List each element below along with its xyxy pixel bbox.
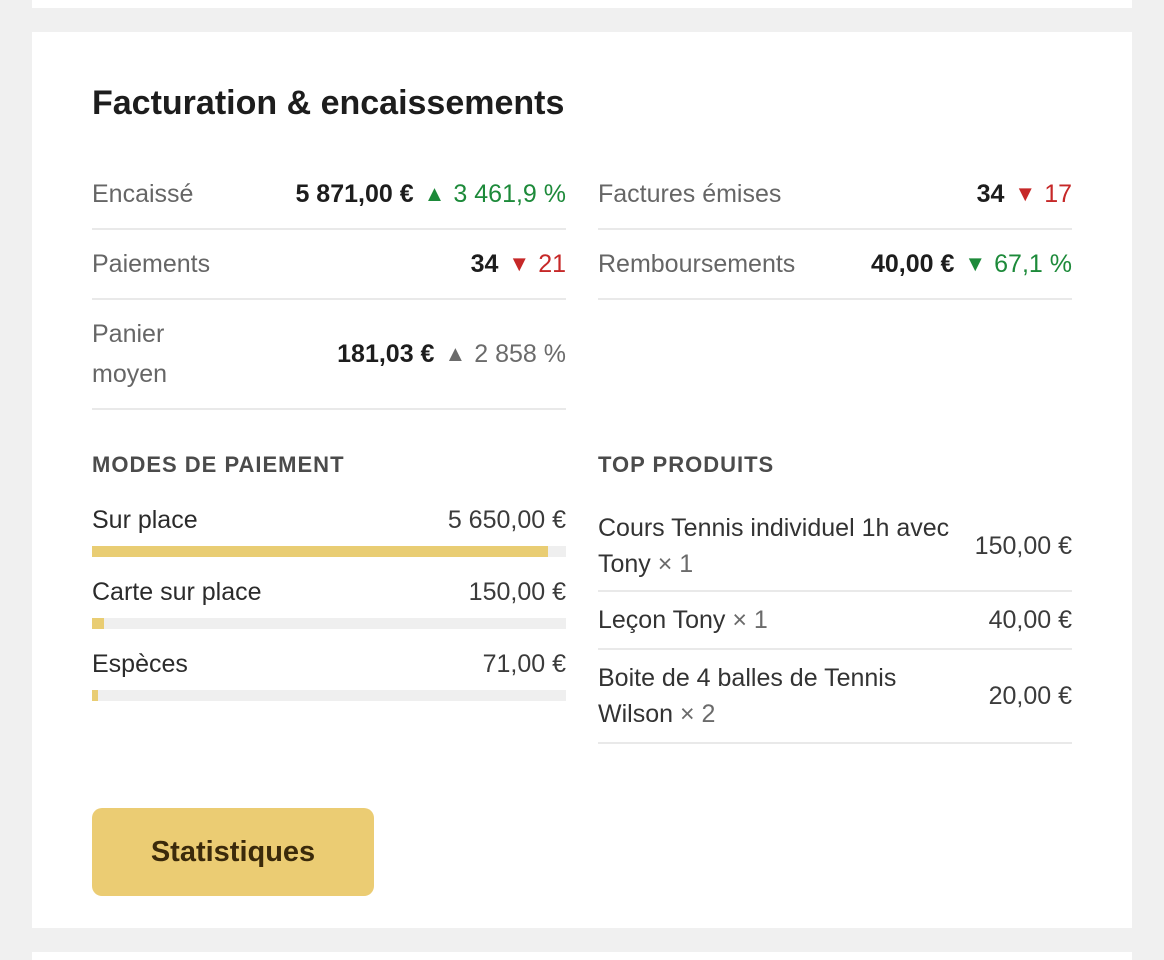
kpi-row-paiements: Paiements 34 ▼ 21 [92,230,566,300]
billing-card: Facturation & encaissements Encaissé 5 8… [32,32,1132,928]
product-quantity: × 2 [679,700,716,728]
payment-mode-amount: 150,00 € [468,578,566,606]
product-quantity: × 1 [657,550,694,578]
kpi-value-group: 40,00 € ▼ 67,1 % [871,250,1072,279]
payment-bar-fill [92,690,98,701]
payment-bar-track [92,546,566,557]
kpi-row-panier-moyen: Panier moyen 181,03 € ▲ 2 858 % [92,300,566,410]
kpi-delta: 21 [538,249,566,278]
kpi-label: Paiements [92,250,211,278]
kpi-label-line: Panier [92,320,165,348]
payment-bar-fill [92,618,105,629]
card-title: Facturation & encaissements [92,84,565,122]
top-products-list: Cours Tennis individuel 1h avec Tony × 1… [598,502,1072,744]
trend-down-icon: ▼ [964,251,987,276]
payment-bar-track [92,618,566,629]
product-name-group: Leçon Tony × 1 [598,602,768,638]
kpi-value-group: 34 ▼ 21 [471,250,566,279]
kpi-label: Panier moyen [92,314,167,394]
kpi-label-line: moyen [92,360,168,388]
next-card [32,952,1132,960]
product-name: Boite de 4 balles de Tennis Wilson [598,664,897,728]
kpi-value: 40,00 € [870,249,955,278]
product-row: Boite de 4 balles de Tennis Wilson × 2 2… [598,650,1072,744]
top-products-title: TOP PRODUITS [598,452,775,477]
product-name-group: Cours Tennis individuel 1h avec Tony × 1 [598,510,968,582]
payment-mode-row: Sur place 5 650,00 € [92,504,566,557]
product-amount: 150,00 € [974,531,1072,560]
payment-modes-title: MODES DE PAIEMENT [92,452,345,477]
payment-mode-label: Espèces [92,650,188,678]
payment-mode-row: Espèces 71,00 € [92,648,566,701]
kpi-row-encaisse: Encaissé 5 871,00 € ▲ 3 461,9 % [92,160,566,230]
product-row: Cours Tennis individuel 1h avec Tony × 1… [598,502,1072,592]
trend-down-icon: ▼ [1014,181,1037,206]
kpi-delta: 17 [1044,179,1072,208]
kpi-delta: 2 858 % [474,339,566,368]
payment-mode-label: Carte sur place [92,578,262,606]
product-amount: 20,00 € [988,681,1072,710]
product-name: Cours Tennis individuel 1h avec Tony [598,514,950,578]
kpi-value: 5 871,00 € [295,179,414,208]
payment-mode-amount: 5 650,00 € [447,506,566,534]
product-quantity: × 1 [732,606,768,634]
kpi-label: Encaissé [92,180,194,208]
trend-down-icon: ▼ [508,251,531,276]
kpi-label: Remboursements [598,250,796,278]
kpi-value-group: 34 ▼ 17 [977,180,1072,209]
kpi-value: 34 [976,179,1005,208]
product-amount: 40,00 € [988,605,1072,634]
kpi-value-group: 5 871,00 € ▲ 3 461,9 % [295,180,566,209]
payment-bar-track [92,690,566,701]
statistics-button[interactable]: Statistiques [92,808,374,896]
payment-mode-amount: 71,00 € [482,650,566,678]
kpi-value: 34 [470,249,499,278]
payment-mode-row: Carte sur place 150,00 € [92,576,566,629]
product-name-group: Boite de 4 balles de Tennis Wilson × 2 [598,660,928,732]
kpi-delta: 3 461,9 % [453,179,566,208]
payment-mode-label: Sur place [92,506,198,534]
kpi-value: 181,03 € [337,339,435,368]
kpi-row-remboursements: Remboursements 40,00 € ▼ 67,1 % [598,230,1072,300]
kpi-label: Factures émises [598,180,782,208]
previous-card [32,0,1132,8]
kpi-column-right: Factures émises 34 ▼ 17 Remboursements 4… [598,160,1072,300]
trend-up-icon: ▲ [444,341,467,366]
payment-bar-fill [92,546,548,557]
kpi-row-factures: Factures émises 34 ▼ 17 [598,160,1072,230]
kpi-column-left: Encaissé 5 871,00 € ▲ 3 461,9 % Paiement… [92,160,566,410]
kpi-delta: 67,1 % [994,249,1072,278]
trend-up-icon: ▲ [423,181,446,206]
product-row: Leçon Tony × 1 40,00 € [598,592,1072,650]
kpi-value-group: 181,03 € ▲ 2 858 % [337,340,566,369]
product-name: Leçon Tony [598,606,726,634]
